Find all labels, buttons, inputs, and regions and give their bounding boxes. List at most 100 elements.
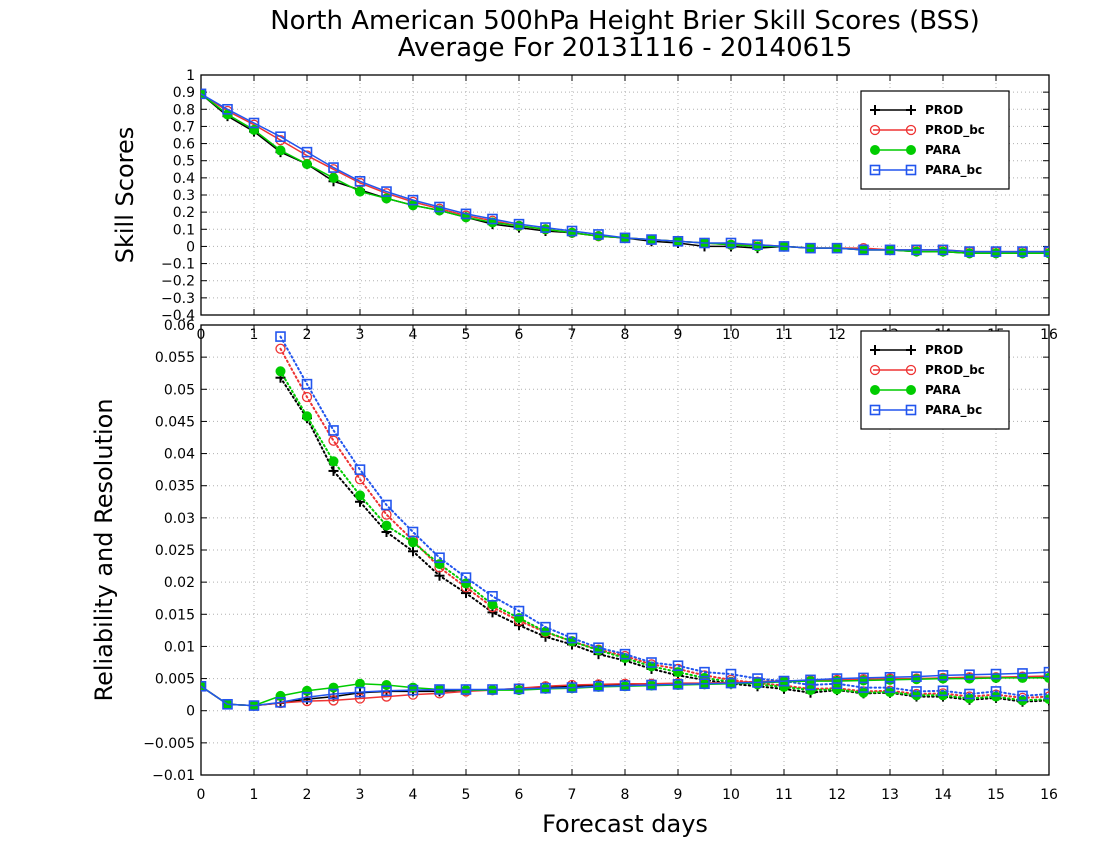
reliability-resolution-panel: −0.01 −0.005 0 0.005 0.01 0.015 0.02 0.025 0.03 0…	[143, 318, 1058, 803]
bottom-resolution-point	[1017, 690, 1028, 702]
bottom-reliability-point	[937, 670, 949, 681]
top-skill-point	[805, 242, 816, 254]
skill-score-panel: −0.4−0.3−0.2−0.100.10.20.30.40.50.60.70.…	[161, 68, 1058, 343]
bottom-reliability-point	[778, 675, 790, 687]
bottom-reliability-point	[434, 684, 445, 695]
top-skill-point	[699, 237, 710, 249]
top-y-tick-label: 1	[186, 68, 195, 84]
top-skill-point	[513, 218, 525, 230]
bottom-legend-item: PROD	[870, 343, 963, 357]
top-legend-marker-start	[869, 124, 881, 136]
top-legend-label: PROD	[925, 103, 963, 117]
top-legend-item: PROD_bc	[869, 123, 985, 138]
bottom-legend-item: PARA_bc	[869, 403, 982, 418]
top-y-tick-label: −0.2	[161, 274, 195, 290]
bottom-x-axis: 0 1 2 3 4 5 6 7 8 9 10 11 12 13 14 15 16	[197, 325, 1058, 803]
top-legend-marker-end	[905, 124, 917, 136]
bottom-resolution-point	[328, 465, 339, 476]
bottom-resolution-point	[275, 343, 286, 354]
bottom-y-tick-label: 0.015	[155, 607, 195, 623]
top-skill-point	[354, 175, 366, 187]
bottom-reliability-point	[725, 677, 737, 689]
bottom-reliability-point	[911, 671, 922, 682]
bottom-resolution-point	[328, 435, 339, 446]
bottom-x-tick-label: 8	[621, 787, 630, 803]
bottom-resolution-point	[328, 425, 339, 436]
bottom-reliability-point	[752, 677, 763, 688]
top-skill-point	[328, 172, 339, 183]
bottom-y-axis-label: Reliability and Resolution	[90, 398, 118, 701]
bottom-resolution-point	[513, 605, 525, 617]
top-skill-point	[593, 229, 604, 240]
bottom-reliability-point	[566, 682, 578, 693]
top-skill-point	[672, 235, 684, 247]
bottom-resolution-point	[593, 642, 604, 654]
top-y-axis: −0.4−0.3−0.2−0.100.10.20.30.40.50.60.70.…	[161, 68, 1049, 324]
bottom-reliability-point	[619, 680, 631, 691]
bottom-reliability-point	[301, 691, 313, 703]
bottom-reliability-point	[672, 679, 684, 690]
bottom-reliability-point	[487, 684, 498, 695]
bottom-reliability-point	[248, 700, 260, 711]
bottom-resolution-point	[673, 667, 683, 678]
bottom-resolution-point	[408, 537, 418, 548]
bottom-resolution-point	[461, 588, 471, 599]
bottom-resolution-point	[301, 378, 313, 390]
top-skill-point	[964, 246, 975, 257]
bottom-y-tick-label: −0.01	[152, 768, 195, 784]
top-x-tick-label: 5	[462, 327, 471, 343]
bottom-x-tick-label: 0	[197, 787, 206, 803]
top-skill-point	[381, 186, 392, 197]
bottom-x-tick-label: 12	[828, 787, 846, 803]
bottom-reliability-point	[1017, 668, 1028, 679]
top-legend-marker-start	[870, 105, 880, 115]
bottom-reliability-point	[328, 682, 339, 693]
bottom-resolution-point	[911, 686, 922, 697]
top-skill-point	[566, 225, 578, 237]
bottom-reliability-point	[831, 673, 843, 684]
top-skill-point	[831, 242, 843, 254]
bottom-series-reliability-para-bc	[201, 666, 1049, 711]
bottom-legend-label: PROD	[925, 343, 963, 357]
bottom-resolution-point	[832, 684, 842, 695]
top-x-tick-label: 9	[674, 327, 683, 343]
bottom-resolution-point	[566, 632, 578, 644]
bottom-legend-marker-end	[905, 364, 917, 376]
bottom-x-tick-label: 3	[356, 787, 365, 803]
bottom-legend-item: PARA	[870, 383, 961, 397]
bottom-legend-marker-end	[906, 385, 916, 395]
bottom-legend-label: PROD_bc	[925, 363, 985, 378]
top-x-tick-label: 12	[828, 327, 846, 343]
bottom-reliability-point	[328, 688, 339, 700]
top-y-tick-label: 0.2	[173, 205, 195, 221]
top-skill-point	[911, 244, 922, 256]
top-skill-point	[460, 208, 472, 220]
x-axis-label: Forecast days	[542, 810, 708, 838]
top-skill-point	[725, 237, 737, 249]
bottom-reliability-point	[858, 672, 869, 684]
top-legend-label: PARA_bc	[925, 163, 982, 178]
bottom-reliability-point	[884, 671, 896, 683]
bottom-resolution-point	[302, 411, 312, 422]
bottom-reliability-point	[222, 698, 233, 710]
top-skill-point	[222, 103, 233, 115]
bottom-resolution-line	[279, 370, 1049, 702]
bottom-x-tick-label: 13	[881, 787, 899, 803]
bottom-reliability-point	[964, 669, 975, 681]
top-skill-point	[407, 194, 419, 206]
bottom-y-axis: −0.01 −0.005 0 0.005 0.01 0.015 0.02 0.025 0.03 0…	[143, 318, 1049, 784]
top-skill-point	[619, 232, 631, 244]
bottom-y-tick-label: 0.02	[164, 575, 195, 591]
top-y-tick-label: 0	[186, 239, 195, 255]
bottom-resolution-point	[540, 621, 551, 633]
bottom-resolution-point	[964, 688, 975, 700]
bottom-reliability-point	[540, 682, 551, 694]
bottom-legend-item: PROD_bc	[869, 363, 985, 378]
top-skill-point	[990, 246, 1002, 257]
top-skill-point	[858, 244, 869, 256]
top-skill-point	[752, 239, 763, 251]
bottom-resolution-point	[381, 499, 392, 511]
top-skill-point	[937, 244, 949, 256]
top-skill-point	[540, 222, 551, 233]
bottom-x-tick-label: 2	[303, 787, 312, 803]
